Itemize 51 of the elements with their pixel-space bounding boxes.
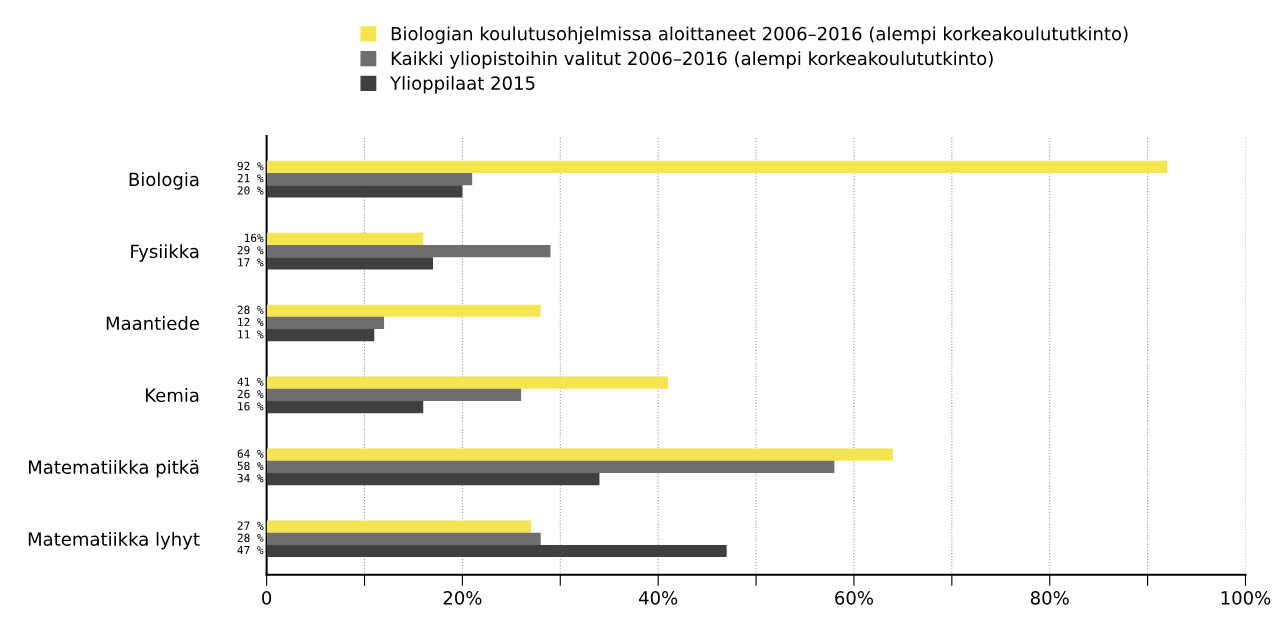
data-label: 20 % xyxy=(237,186,264,195)
data-label: 34 % xyxy=(237,473,264,483)
legend-label: Biologian koulutusohjelmissa aloittaneet 2006–2016 (alempi korkeakoulututkinto) xyxy=(391,26,1128,44)
y-tick-label: Kemia xyxy=(146,388,199,403)
bar xyxy=(266,257,434,270)
data-label: 92 % xyxy=(237,161,264,171)
bar xyxy=(266,160,1168,173)
data-label: 58 % xyxy=(237,461,264,471)
bar xyxy=(266,304,541,317)
y-tick-label: Matematiikka lyhyt xyxy=(28,531,200,550)
data-label: 29 % xyxy=(237,245,264,255)
data-label: 47 % xyxy=(237,546,264,555)
bar xyxy=(266,544,727,558)
bar xyxy=(266,185,463,198)
y-tick-label: Matematiikka pitkä xyxy=(28,459,199,478)
x-tick-label: 80% xyxy=(1030,591,1069,605)
bar xyxy=(266,376,668,389)
legend-label: Kaikki yliopistoihin valitut 2006–2016 (alempi korkeakoulututkinto) xyxy=(391,51,993,69)
bar xyxy=(266,173,473,186)
y-tick-label: Fysiikka xyxy=(131,244,199,262)
data-label: 16% xyxy=(244,233,264,243)
data-label: 64 % xyxy=(237,449,264,458)
bar xyxy=(266,244,551,258)
x-tick-label: 60% xyxy=(835,591,874,605)
data-label: 11 % xyxy=(238,330,264,339)
bar xyxy=(266,448,894,461)
bar xyxy=(266,401,424,414)
y-tick-label: Maantiede xyxy=(106,316,199,331)
data-label: 27 % xyxy=(237,521,264,530)
bar xyxy=(266,520,531,533)
data-label: 41 % xyxy=(237,377,264,386)
data-label: 17 % xyxy=(238,258,264,267)
x-tick-label: 100% xyxy=(1221,591,1271,605)
data-label: 26 % xyxy=(237,389,264,399)
bar xyxy=(266,472,600,486)
bar xyxy=(266,329,375,342)
bar xyxy=(266,460,835,473)
data-label: 21 % xyxy=(237,173,264,183)
y-tick-label: Biologia xyxy=(129,172,199,190)
bar xyxy=(266,232,424,245)
data-label: 28 % xyxy=(237,305,264,315)
x-tick-label: 0 xyxy=(262,591,272,605)
data-label: 28 % xyxy=(237,533,264,543)
legend-label: Ylioppilaat 2015 xyxy=(390,75,535,94)
bar xyxy=(266,388,522,402)
bar xyxy=(266,316,385,330)
x-tick-label: 40% xyxy=(638,591,678,605)
bar xyxy=(266,532,541,545)
data-label: 12 % xyxy=(238,317,264,327)
x-tick-label: 20% xyxy=(443,591,482,605)
data-label: 16 % xyxy=(238,401,264,411)
